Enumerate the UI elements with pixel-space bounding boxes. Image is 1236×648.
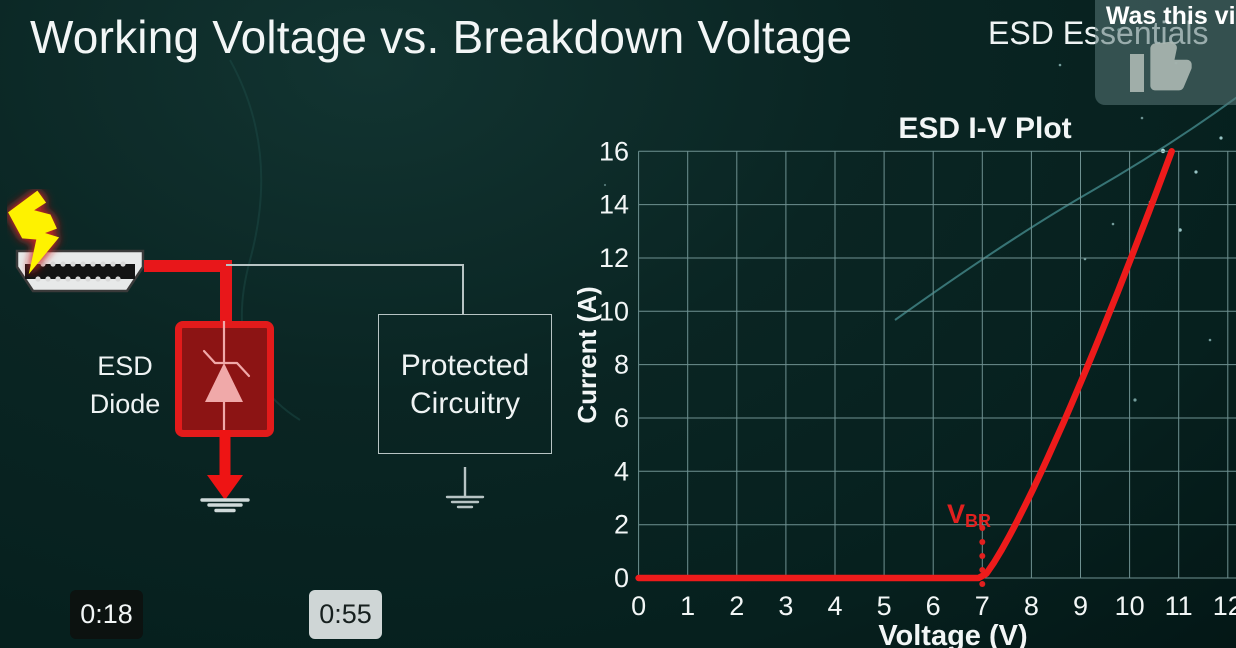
svg-text:2: 2 <box>614 510 629 540</box>
svg-text:10: 10 <box>599 296 629 326</box>
svg-text:2: 2 <box>729 591 744 621</box>
svg-text:6: 6 <box>614 403 629 433</box>
svg-text:VBR: VBR <box>947 499 991 531</box>
svg-text:Voltage (V): Voltage (V) <box>878 620 1027 648</box>
svg-text:ESD I-V Plot: ESD I-V Plot <box>898 112 1071 145</box>
svg-text:4: 4 <box>614 456 629 486</box>
svg-text:16: 16 <box>599 136 629 166</box>
svg-text:5: 5 <box>877 591 892 621</box>
svg-text:11: 11 <box>1165 591 1193 621</box>
svg-text:6: 6 <box>926 591 941 621</box>
svg-text:14: 14 <box>599 190 629 220</box>
svg-text:0: 0 <box>614 563 629 593</box>
svg-text:0: 0 <box>631 591 646 621</box>
svg-text:10: 10 <box>1115 591 1145 621</box>
svg-text:1: 1 <box>680 591 695 621</box>
svg-text:7: 7 <box>975 591 990 621</box>
svg-text:12: 12 <box>599 243 629 273</box>
svg-text:8: 8 <box>614 350 629 380</box>
svg-text:4: 4 <box>827 591 842 621</box>
svg-text:9: 9 <box>1073 591 1088 621</box>
svg-text:12: 12 <box>1213 591 1236 621</box>
svg-text:3: 3 <box>778 591 793 621</box>
svg-text:Current (A): Current (A) <box>572 286 602 423</box>
svg-text:8: 8 <box>1024 591 1039 621</box>
